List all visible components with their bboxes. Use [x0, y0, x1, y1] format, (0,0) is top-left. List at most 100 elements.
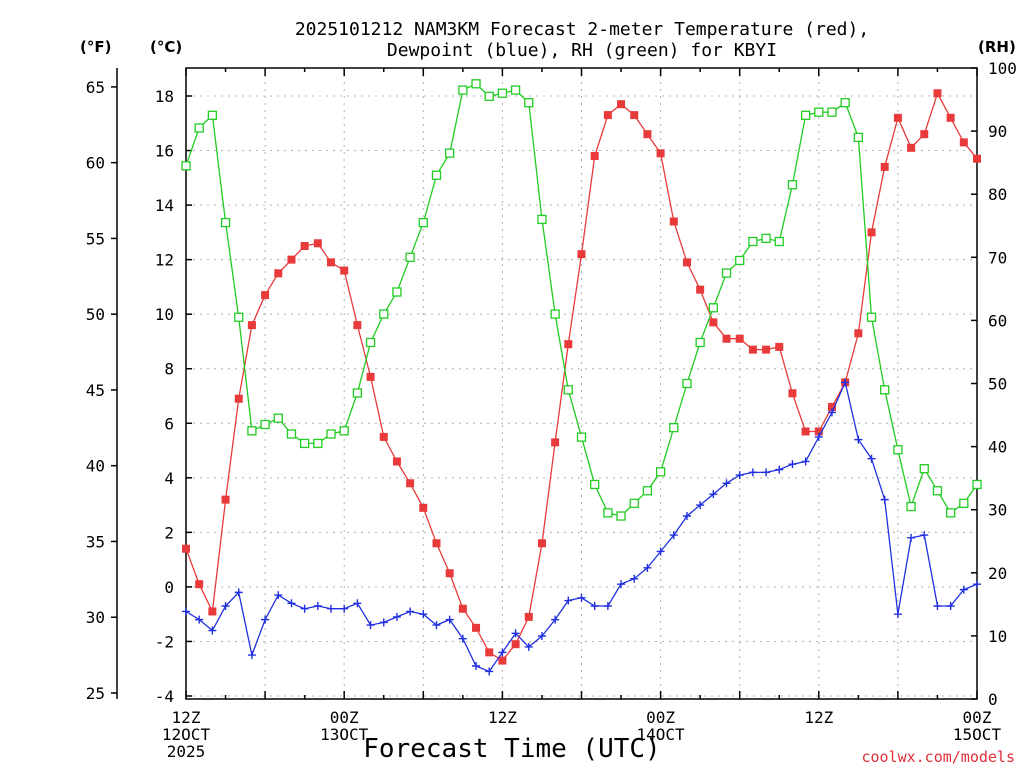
- rh-tick-label: 20: [988, 564, 1007, 583]
- 2-meter-temperature-point: [946, 113, 955, 122]
- dewpoint-point: [406, 607, 415, 616]
- 2-meter-temperature-point: [379, 432, 388, 441]
- 2-meter-temperature-point: [788, 389, 797, 398]
- 2-meter-temperature-point: [208, 607, 217, 616]
- 2-meter-temperature-point: [419, 503, 428, 512]
- rh-point: [959, 498, 969, 509]
- x-tick-label: 2025: [167, 742, 206, 761]
- dewpoint-point: [867, 454, 876, 463]
- 2-meter-temperature-point: [880, 162, 889, 171]
- dewpoint-point: [590, 602, 599, 610]
- rh-point: [207, 110, 218, 120]
- fahrenheit-tick-label: 30: [86, 608, 105, 627]
- rh-point: [352, 388, 363, 398]
- rh-point: [471, 79, 481, 89]
- 2-meter-temperature-point: [827, 402, 836, 411]
- rh-point: [669, 423, 679, 433]
- dewpoint-point: [656, 547, 665, 556]
- 2-meter-temperature-point: [617, 100, 626, 109]
- rh-point: [405, 252, 415, 262]
- rh-point: [194, 123, 204, 133]
- axes: [111, 67, 978, 700]
- 2-meter-temperature-point: [775, 342, 784, 351]
- 2-meter-temperature-point: [392, 457, 401, 466]
- dewpoint-point: [208, 626, 217, 635]
- x-tick-label: 15OCT: [953, 725, 1002, 744]
- dewpoint-point: [735, 471, 744, 480]
- rh-point: [576, 432, 587, 442]
- tick-labels: -4 -2 0 2 4 6 8 10 12 14 16 18 25 30 35 40 45 50 55 60 65 0 10…: [86, 59, 1017, 761]
- dewpoint-point: [827, 408, 836, 417]
- dewpoint-point: [234, 588, 243, 597]
- rh-point: [721, 268, 732, 278]
- fahrenheit-tick-label: 65: [86, 78, 105, 97]
- 2-meter-temperature-point: [564, 340, 573, 349]
- rh-point: [524, 98, 534, 108]
- dewpoint-point: [485, 667, 494, 676]
- 2-meter-temperature-point: [366, 372, 375, 381]
- 2-meter-temperature-point: [709, 318, 718, 327]
- celsius-tick-label: 12: [155, 251, 174, 270]
- rh-point: [906, 501, 916, 512]
- fahrenheit-tick-label: 60: [86, 154, 105, 173]
- 2-meter-temperature-point: [643, 130, 652, 139]
- 2-meter-temperature-point: [893, 113, 902, 122]
- dewpoint-point: [498, 648, 507, 657]
- 2-meter-temperature-point: [722, 334, 731, 343]
- rh-tick-label: 70: [988, 248, 1007, 267]
- rh-point: [484, 91, 494, 102]
- rh-point: [827, 107, 837, 117]
- rh-tick-label: 50: [988, 375, 1007, 394]
- rh-point: [840, 98, 850, 108]
- dewpoint-point: [788, 460, 797, 469]
- dewpoint-point: [603, 602, 612, 610]
- 2-meter-temperature-point: [590, 152, 599, 160]
- 2-meter-temperature-point: [854, 329, 863, 338]
- dewpoint-point: [511, 629, 520, 638]
- dewpoint-point: [630, 574, 639, 583]
- rh-point: [880, 385, 890, 395]
- dewpoint-point: [524, 642, 533, 651]
- x-tick-label: 12Z: [804, 708, 833, 727]
- dewpoint-point: [841, 378, 850, 387]
- dewpoint-point: [748, 468, 757, 477]
- rh-point: [748, 236, 758, 247]
- dewpoint-point: [379, 618, 388, 627]
- rh-point: [247, 426, 257, 436]
- x-tick-label: 12Z: [172, 708, 201, 727]
- celsius-tick-label: 4: [164, 469, 174, 488]
- rh-point: [234, 312, 244, 322]
- dewpoint-point: [577, 593, 586, 602]
- rh-point: [603, 508, 613, 518]
- celsius-tick-label: 2: [164, 523, 174, 542]
- dewpoint-series: [182, 378, 981, 676]
- dewpoint-point: [893, 610, 902, 619]
- dewpoint-point: [300, 604, 309, 613]
- dewpoint-point: [814, 432, 823, 441]
- chart-title-line1: 2025101212 NAM3KM Forecast 2-meter Tempe…: [295, 19, 869, 40]
- celsius-tick-label: 10: [155, 305, 174, 324]
- rh-point: [326, 429, 336, 439]
- 2-meter-temperature-point: [656, 149, 665, 158]
- dewpoint-point: [551, 615, 560, 624]
- 2-meter-temperature-point: [696, 285, 705, 294]
- 2-meter-temperature-point: [748, 345, 757, 354]
- rh-point: [945, 508, 956, 518]
- rh-point: [590, 479, 600, 490]
- rh-tick-label: 90: [988, 122, 1007, 141]
- 2-meter-temperature-point: [511, 640, 520, 649]
- dewpoint-point: [907, 533, 916, 542]
- x-tick-label: 13OCT: [320, 725, 369, 744]
- rh-point: [273, 413, 283, 423]
- x-tick-label: 12OCT: [162, 725, 211, 744]
- 2-meter-temperature-point: [247, 321, 256, 330]
- rh-point: [313, 438, 323, 449]
- dewpoint-point: [537, 632, 546, 640]
- 2-meter-temperature-point: [458, 604, 467, 613]
- fahrenheit-tick-label: 40: [86, 457, 105, 476]
- 2-meter-temperature-point: [313, 239, 322, 248]
- celsius-tick-label: -2: [155, 632, 174, 651]
- rh-tick-label: 40: [988, 438, 1007, 457]
- x-axis-title: Forecast Time (UTC): [363, 734, 660, 764]
